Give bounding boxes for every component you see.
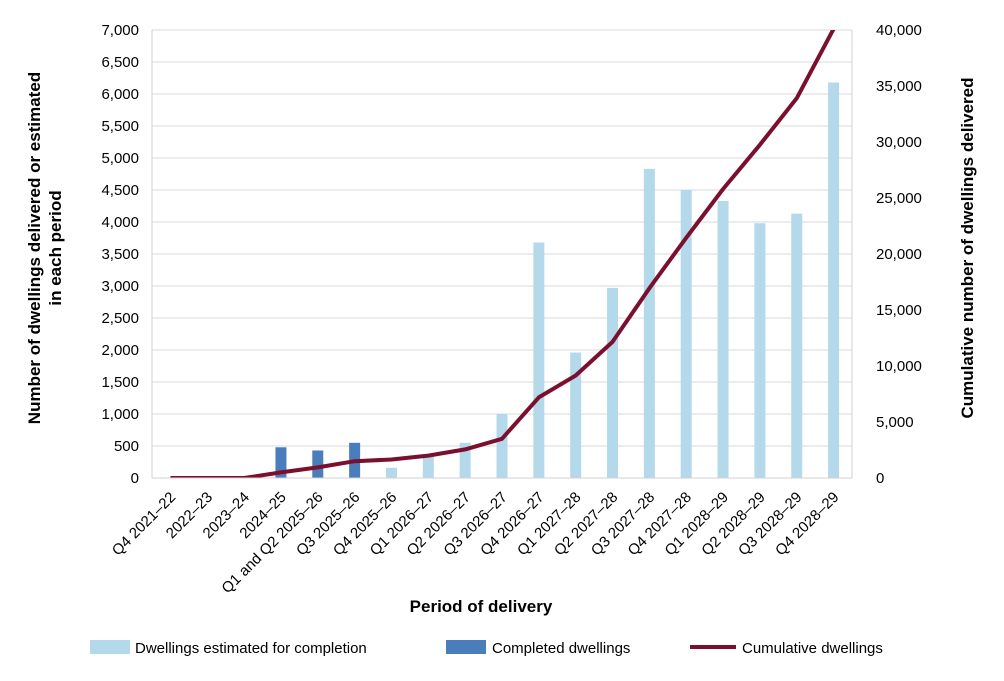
y2-tick-label: 15,000 <box>876 302 922 319</box>
y-tick-labels: 0 500 1,000 1,500 2,000 2,500 3,000 3,500 4,000 4… <box>101 22 139 487</box>
bar <box>312 450 324 478</box>
legend-label-cumulative: Cumulative dwellings <box>742 640 883 657</box>
y-tick-label: 3,500 <box>101 246 139 263</box>
y2-tick-labels: 0 5,000 10,000 15,000 20,000 25,000 30,000 35,0… <box>876 22 922 487</box>
bar <box>496 414 508 478</box>
y2-tick-label: 30,000 <box>876 134 922 151</box>
y-axis-title-line-2: in each period <box>46 190 65 305</box>
y2-tick-label: 25,000 <box>876 190 922 207</box>
bar <box>828 82 840 478</box>
bars <box>275 82 840 478</box>
y-tick-label: 5,000 <box>101 150 139 167</box>
x-axis-title: Period of delivery <box>410 597 553 616</box>
legend-swatch-estimated <box>90 640 130 654</box>
bar <box>791 213 803 478</box>
y-tick-label: 4,500 <box>101 182 139 199</box>
y2-axis-title: Cumulative number of dwellings delivered <box>958 77 977 418</box>
y-tick-label: 5,500 <box>101 118 139 135</box>
y-tick-label: 500 <box>114 438 139 455</box>
bar <box>717 200 729 478</box>
y2-tick-label: 10,000 <box>876 358 922 375</box>
legend-swatch-completed <box>446 640 486 654</box>
y-axis-title-line-1: Number of dwellings delivered or estimat… <box>25 72 44 424</box>
y2-tick-label: 0 <box>876 470 884 487</box>
y-tick-label: 6,500 <box>101 54 139 71</box>
y-tick-label: 4,000 <box>101 214 139 231</box>
gridlines <box>152 29 852 447</box>
bar <box>533 242 545 478</box>
bar <box>422 456 434 478</box>
y2-tick-label: 5,000 <box>876 414 914 431</box>
y-tick-label: 0 <box>131 470 139 487</box>
cumulative-line <box>170 30 836 478</box>
bar <box>643 168 655 478</box>
y-tick-label: 6,000 <box>101 86 139 103</box>
line-layer <box>170 30 836 478</box>
y2-tick-label: 40,000 <box>876 22 922 39</box>
y-tick-label: 1,000 <box>101 406 139 423</box>
axes <box>151 30 853 479</box>
legend: Dwellings estimated for completion Compl… <box>90 640 883 657</box>
bar <box>570 352 582 478</box>
bar <box>459 442 471 478</box>
y-tick-label: 7,000 <box>101 22 139 39</box>
legend-label-completed: Completed dwellings <box>492 640 630 657</box>
y-tick-label: 2,500 <box>101 310 139 327</box>
y-tick-label: 2,000 <box>101 342 139 359</box>
bar <box>607 287 619 478</box>
bar <box>385 467 397 478</box>
y2-tick-label: 20,000 <box>876 246 922 263</box>
y-tick-label: 3,000 <box>101 278 139 295</box>
bar <box>275 447 287 478</box>
bar <box>754 223 766 478</box>
legend-label-estimated: Dwellings estimated for completion <box>135 640 367 657</box>
y-tick-label: 1,500 <box>101 374 139 391</box>
bar <box>680 190 692 478</box>
y2-tick-label: 35,000 <box>876 78 922 95</box>
